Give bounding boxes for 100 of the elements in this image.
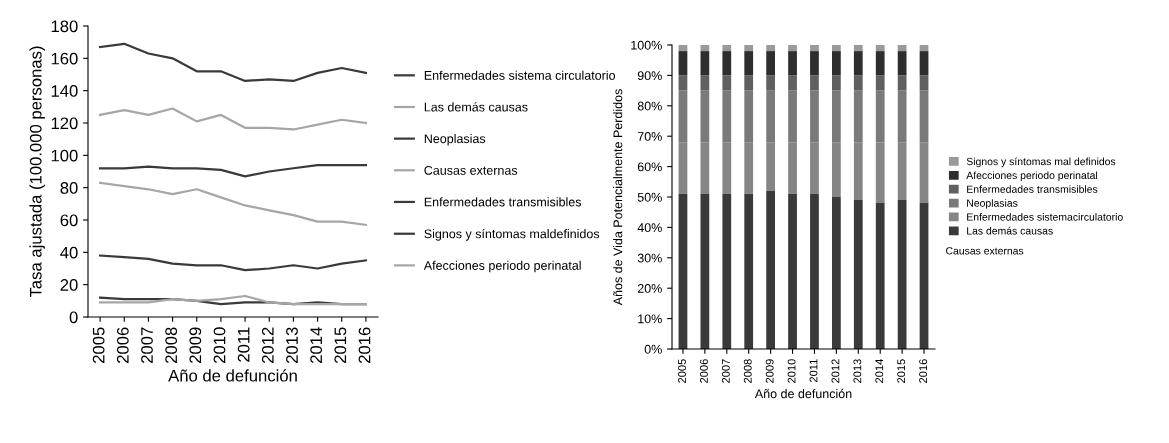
bar bbox=[678, 75, 688, 91]
bar bbox=[831, 45, 841, 52]
bar bbox=[766, 75, 776, 91]
bar bbox=[875, 51, 885, 76]
bar bbox=[919, 203, 929, 349]
y-tick-label: 140 bbox=[51, 85, 78, 97]
text: Causas externas bbox=[946, 247, 1024, 255]
bar bbox=[875, 75, 885, 91]
bar bbox=[810, 51, 819, 76]
x-tick-label: 2010 bbox=[787, 359, 796, 383]
y-tick-label: 40 bbox=[60, 246, 78, 259]
y-tick-label: 80% bbox=[637, 101, 662, 111]
bar bbox=[766, 190, 776, 349]
bar bbox=[853, 45, 863, 52]
x-tick-label: 2009 bbox=[189, 327, 202, 363]
y-tick-label: 10% bbox=[638, 314, 662, 324]
legend-label: Causas externas bbox=[424, 165, 518, 175]
bar bbox=[810, 75, 819, 91]
legend-label: Afecciones periodo perinatal bbox=[423, 260, 581, 273]
bar bbox=[897, 45, 907, 52]
x-tick-label: 2009 bbox=[765, 359, 774, 383]
y-tick-label: 60 bbox=[60, 214, 78, 227]
bar bbox=[744, 193, 754, 349]
bar bbox=[700, 45, 710, 52]
line-series bbox=[98, 107, 368, 131]
bar bbox=[875, 203, 885, 349]
bar bbox=[831, 197, 841, 349]
bar bbox=[919, 75, 929, 91]
bar bbox=[700, 51, 710, 76]
legend-label: Las demás causas bbox=[424, 102, 528, 112]
y-tick-label: 180 bbox=[51, 20, 78, 33]
legend-label: Las demás causas bbox=[967, 226, 1053, 235]
bar bbox=[766, 45, 776, 52]
bar bbox=[853, 51, 863, 76]
y-tick-label: 40% bbox=[637, 223, 662, 233]
x-tick-label: 2011 bbox=[237, 327, 250, 362]
legend-label: Enfermedades sistemacirculatorio bbox=[967, 213, 1123, 221]
bar bbox=[678, 193, 688, 349]
x-tick-label: 2005 bbox=[92, 327, 105, 363]
bar bbox=[722, 193, 732, 349]
bar bbox=[722, 75, 732, 91]
bar bbox=[722, 45, 732, 52]
x-tick-label: 2005 bbox=[678, 359, 686, 383]
line-series bbox=[98, 42, 368, 83]
bar bbox=[897, 75, 907, 91]
legend-label: Neoplasias bbox=[967, 199, 1018, 209]
y-tick-label: 60% bbox=[637, 162, 662, 172]
bar bbox=[700, 75, 710, 91]
legend-label: Signos y síntomas maldefinidos bbox=[424, 228, 600, 241]
bar bbox=[897, 200, 907, 349]
x-tick-label: 2012 bbox=[261, 327, 274, 363]
bar bbox=[678, 51, 688, 76]
bar bbox=[810, 193, 819, 349]
bar bbox=[853, 75, 863, 91]
y-tick-label: 30% bbox=[637, 253, 662, 263]
x-axis-title: Año de defunción bbox=[754, 388, 852, 399]
bar bbox=[722, 51, 732, 76]
legend-label: Enfermedades sistema circulatorio bbox=[424, 70, 616, 80]
x-tick-label: 2006 bbox=[116, 327, 129, 363]
x-tick-label: 2013 bbox=[286, 327, 298, 363]
bar bbox=[875, 45, 885, 52]
bar bbox=[853, 200, 863, 349]
bar bbox=[700, 193, 710, 349]
y-axis-title: Tasa ajustada (100.000 personas) bbox=[29, 46, 45, 298]
x-tick-label: 2010 bbox=[213, 327, 226, 363]
legend-label: Neoplasias bbox=[424, 133, 486, 146]
legend-label: Enfermedades transmisibles bbox=[424, 197, 582, 207]
x-tick-label: 2012 bbox=[831, 359, 840, 383]
y-tick-label: 20 bbox=[60, 279, 78, 291]
y-tick-label: 20% bbox=[637, 284, 662, 293]
bar bbox=[744, 45, 754, 52]
bar bbox=[831, 51, 841, 76]
y-tick-label: 0 bbox=[69, 311, 78, 324]
x-tick-label: 2008 bbox=[743, 359, 752, 383]
x-tick-label: 2014 bbox=[875, 359, 884, 383]
y-tick-label: 100% bbox=[631, 40, 662, 50]
y-tick-label: 100 bbox=[51, 149, 78, 162]
bar bbox=[678, 45, 688, 52]
bar bbox=[919, 45, 929, 52]
y-tick-label: 70% bbox=[637, 132, 662, 141]
bar bbox=[744, 51, 754, 76]
bar bbox=[788, 193, 797, 349]
y-tick-label: 50% bbox=[637, 192, 662, 202]
bar bbox=[897, 51, 907, 76]
x-tick-label: 2007 bbox=[141, 327, 153, 363]
bar bbox=[810, 45, 819, 52]
y-tick-label: 90% bbox=[637, 71, 662, 81]
x-tick-label: 2006 bbox=[699, 359, 708, 383]
bar bbox=[766, 51, 776, 76]
x-tick-label: 2007 bbox=[721, 359, 730, 383]
legend-label: Afecciones periodo perinatal bbox=[966, 171, 1098, 182]
x-tick-label: 2016 bbox=[358, 327, 371, 363]
bar bbox=[831, 75, 841, 91]
legend-label: Enfermedades transmisibles bbox=[967, 185, 1098, 193]
x-axis-title: Año de defunción bbox=[168, 369, 297, 382]
x-tick-label: 2008 bbox=[165, 327, 178, 363]
line-series bbox=[98, 163, 368, 178]
line-series bbox=[98, 254, 368, 272]
bar bbox=[744, 75, 754, 91]
line-series bbox=[98, 181, 368, 226]
